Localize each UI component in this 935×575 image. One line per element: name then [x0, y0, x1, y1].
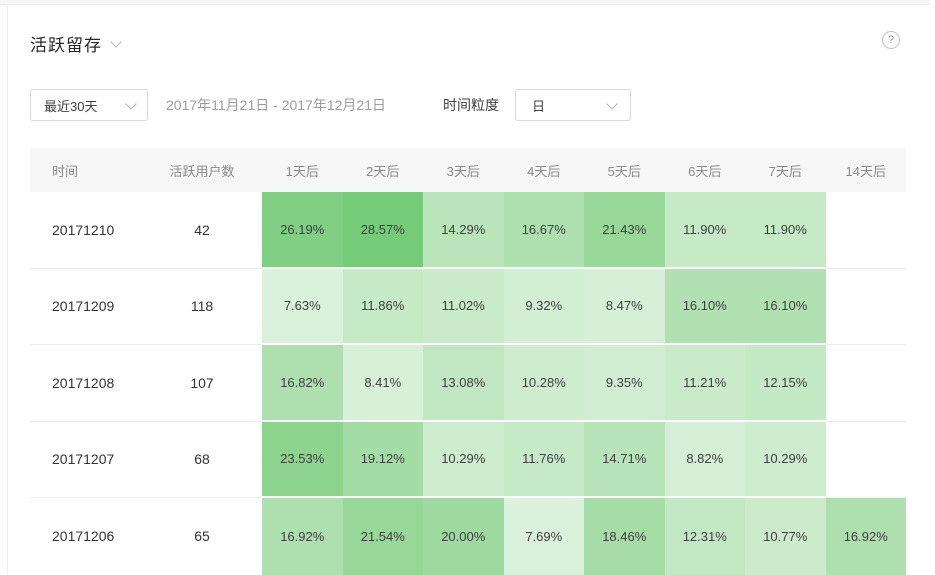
retention-cell: 12.15% — [745, 345, 826, 422]
help-icon[interactable]: ? — [882, 31, 900, 49]
date-cell: 20171207 — [30, 422, 142, 498]
retention-cell-empty — [825, 422, 906, 498]
retention-cell: 16.92% — [825, 498, 906, 575]
retention-cell: 14.71% — [584, 421, 665, 498]
retention-cell-empty — [825, 192, 906, 269]
retention-cell: 10.77% — [745, 498, 826, 575]
retention-cell: 16.10% — [745, 268, 826, 345]
column-header: 1天后 — [285, 163, 319, 179]
retention-cell: 8.82% — [664, 421, 745, 498]
column-header: 14天后 — [845, 163, 886, 179]
table-body: 20171210 42 26.19% 28.57% 14.29% 16.67% 21.43%… — [30, 192, 906, 575]
column-header: 活跃用户数 — [169, 163, 235, 179]
page-title: 活跃留存 — [30, 36, 102, 55]
retention-cell: 8.47% — [584, 268, 665, 345]
retention-cell: 26.19% — [262, 192, 343, 269]
table-header-row: 时间 活跃用户数 1天后 2天后 3天后 4天后 5天后 6天后 7天后 14天后 — [30, 148, 906, 192]
retention-cell: 13.08% — [423, 345, 504, 422]
retention-cell: 21.43% — [584, 192, 665, 269]
date-range-text: 2017年11月21日 - 2017年12月21日 — [166, 97, 386, 113]
retention-cell: 23.53% — [262, 421, 343, 498]
metric-title-dropdown[interactable]: 活跃留存 — [30, 31, 122, 56]
retention-cell: 8.41% — [342, 345, 423, 422]
table-row: 20171206 65 16.92% 21.54% 20.00% 7.69% 18.46% 1… — [30, 498, 906, 575]
date-cell: 20171208 — [30, 345, 142, 422]
date-cell: 20171209 — [30, 269, 142, 345]
retention-table: 时间 活跃用户数 1天后 2天后 3天后 4天后 5天后 6天后 7天后 14天后 2017121… — [30, 148, 906, 575]
retention-cell: 16.67% — [503, 192, 584, 269]
granularity-select[interactable]: 日 — [515, 89, 631, 121]
chevron-down-icon — [606, 97, 618, 110]
active-users-cell: 65 — [194, 528, 210, 545]
column-header: 5天后 — [607, 163, 641, 179]
retention-cell: 7.63% — [262, 268, 343, 345]
retention-cell: 10.29% — [423, 421, 504, 498]
card-left-edge — [7, 5, 8, 574]
chevron-down-icon — [110, 35, 122, 48]
table-row: 20171208 107 16.82% 8.41% 13.08% 10.28% 9.35% 1… — [30, 345, 906, 422]
column-header: 6天后 — [688, 163, 722, 179]
date-cell: 20171206 — [52, 528, 115, 545]
date-range-select[interactable]: 最近30天 — [30, 89, 148, 121]
retention-cell: 9.35% — [584, 345, 665, 422]
retention-cell: 16.10% — [664, 268, 745, 345]
active-users-cell: 118 — [142, 269, 262, 345]
granularity-label: 时间粒度 — [443, 97, 499, 113]
retention-cell: 16.92% — [262, 498, 343, 575]
column-header: 时间 — [52, 163, 79, 179]
retention-cell: 12.31% — [664, 498, 745, 575]
retention-cell: 18.46% — [584, 498, 665, 575]
retention-cell: 9.32% — [503, 268, 584, 345]
controls-bar: 最近30天 2017年11月21日 - 2017年12月21日 时间粒度 日 — [0, 89, 935, 121]
retention-cell: 16.82% — [262, 345, 343, 422]
active-users-cell: 42 — [142, 192, 262, 269]
chevron-down-icon — [125, 97, 137, 110]
retention-cell: 19.12% — [342, 421, 423, 498]
active-users-cell: 107 — [142, 345, 262, 422]
date-cell: 20171210 — [30, 192, 142, 269]
column-header: 2天后 — [366, 163, 400, 179]
retention-cell: 10.29% — [745, 421, 826, 498]
retention-cell: 10.28% — [503, 345, 584, 422]
column-header: 3天后 — [446, 163, 480, 179]
retention-cell-empty — [825, 269, 906, 345]
retention-cell: 11.86% — [342, 268, 423, 345]
retention-cell-empty — [825, 345, 906, 422]
retention-cell: 11.02% — [423, 268, 504, 345]
retention-cell: 21.54% — [342, 498, 423, 575]
retention-cell: 11.90% — [664, 192, 745, 269]
retention-cell: 11.76% — [503, 421, 584, 498]
retention-cell: 14.29% — [423, 192, 504, 269]
page-top-edge — [0, 0, 930, 5]
table-row: 20171210 42 26.19% 28.57% 14.29% 16.67% 21.43%… — [30, 192, 906, 269]
retention-cell: 11.21% — [664, 345, 745, 422]
retention-cell: 11.90% — [745, 192, 826, 269]
table-row: 20171209 118 7.63% 11.86% 11.02% 9.32% 8.47% 16… — [30, 268, 906, 345]
active-users-cell: 68 — [142, 422, 262, 498]
retention-cell: 20.00% — [423, 498, 504, 575]
column-header: 7天后 — [768, 163, 802, 179]
column-header: 4天后 — [527, 163, 561, 179]
retention-cell: 7.69% — [503, 498, 584, 575]
table-row: 20171207 68 23.53% 19.12% 10.29% 11.76% 14.71%… — [30, 421, 906, 498]
retention-cell: 28.57% — [342, 192, 423, 269]
date-range-select-value: 最近30天 — [44, 98, 98, 114]
granularity-select-value: 日 — [532, 98, 546, 114]
